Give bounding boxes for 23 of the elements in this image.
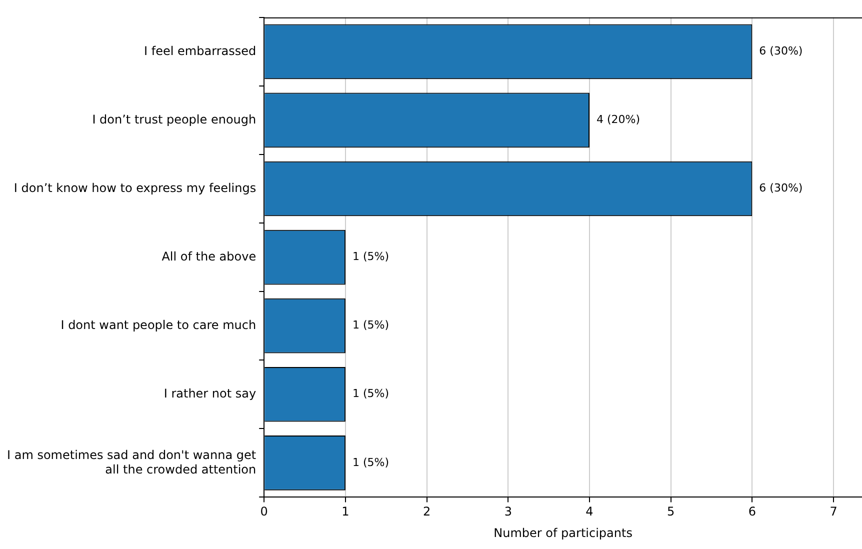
x-tick-label: 3 [504,504,512,519]
x-tick-label: 5 [667,504,675,519]
data-label: 6 (30%) [759,182,803,195]
x-tick-label: 6 [748,504,756,519]
data-label: 1 (5%) [352,318,389,332]
y-tick-label: I don’t trust people enough [92,112,256,126]
x-tick-label: 2 [422,504,431,519]
data-label: 6 (30%) [759,44,803,58]
y-tick-label: All of the above [162,249,256,264]
x-tick-label: 0 [260,504,268,519]
x-axis-title: Number of participants [494,526,632,540]
y-tick-label: I feel embarrassed [144,44,256,58]
data-label: 1 (5%) [352,456,389,469]
y-tick-label: I don’t know how to express my feelings [14,180,256,195]
data-label: 1 (5%) [352,250,389,264]
y-tick-label: I rather not say [164,386,256,401]
data-label: 4 (20%) [596,113,640,126]
y-tick-label: I dont want people to care much [60,318,256,332]
x-tick-label: 1 [342,504,350,519]
y-tick-label: I am sometimes sad and don't wanna get all the crowded attention [6,448,256,476]
x-tick-label: 7 [830,504,838,519]
data-label: 1 (5%) [352,387,389,400]
x-tick-label: 4 [586,504,594,519]
